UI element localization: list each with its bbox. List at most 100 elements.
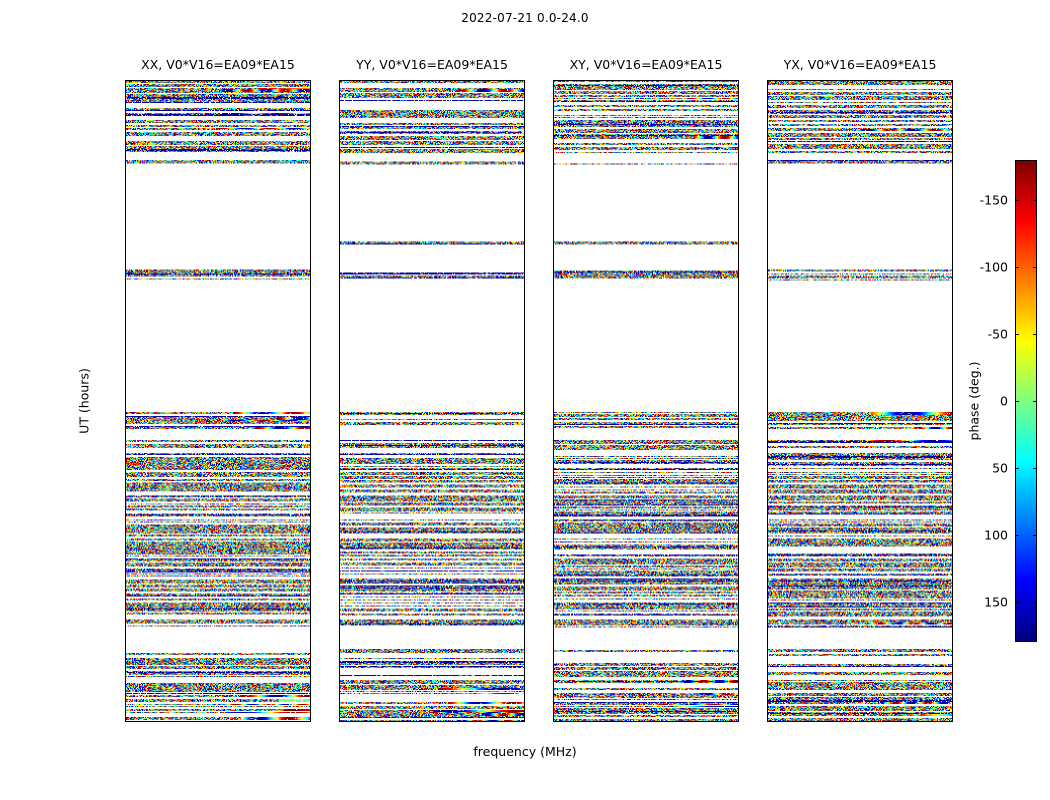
y-tick-mark-right bbox=[310, 588, 311, 589]
colorbar-tick-mark-right bbox=[1033, 534, 1037, 536]
x-tick-mark-top bbox=[945, 80, 946, 81]
x-tick-mark bbox=[776, 721, 777, 722]
panel-title-xx: XX, V0*V16=EA09*EA15 bbox=[141, 57, 295, 72]
heatmap-axes-yx[interactable]: 05101520320335350365380 bbox=[767, 80, 953, 722]
x-tick-mark bbox=[261, 721, 262, 722]
x-tick-mark bbox=[647, 721, 648, 722]
colorbar-tick-label: 0 bbox=[1000, 393, 1008, 409]
panel-yy[interactable]: YY, V0*V16=EA09*EA15 0510152032033535036… bbox=[339, 57, 525, 722]
x-tick-mark bbox=[819, 721, 820, 722]
colorbar-tick-mark bbox=[1015, 200, 1019, 202]
y-tick-mark bbox=[553, 588, 554, 589]
x-tick-mark bbox=[945, 721, 946, 722]
heatmap-image-yx bbox=[768, 81, 952, 721]
x-tick-mark-top bbox=[303, 80, 304, 81]
colorbar-tick-mark-right bbox=[1033, 601, 1037, 603]
y-tick-mark bbox=[767, 321, 768, 322]
x-tick-mark bbox=[517, 721, 518, 722]
heatmap-axes-yy[interactable]: 05101520320335350365380 bbox=[339, 80, 525, 722]
y-tick-mark bbox=[125, 454, 126, 455]
x-tick-mark-top bbox=[605, 80, 606, 81]
y-tick-mark-right bbox=[310, 321, 311, 322]
y-tick-mark bbox=[767, 721, 768, 722]
heatmap-image-xy bbox=[554, 81, 738, 721]
y-tick-mark bbox=[125, 721, 126, 722]
y-tick-mark bbox=[125, 588, 126, 589]
colorbar-gradient bbox=[1016, 161, 1036, 641]
y-tick-mark bbox=[553, 188, 554, 189]
panel-xx[interactable]: XX, V0*V16=EA09*EA15 0510152032033535036… bbox=[125, 57, 311, 722]
x-tick-mark bbox=[348, 721, 349, 722]
y-tick-mark-right bbox=[524, 721, 525, 722]
y-tick-mark bbox=[767, 454, 768, 455]
colorbar-tick-label: -100 bbox=[979, 259, 1008, 275]
heatmap-axes-xx[interactable]: 05101520320335350365380 bbox=[125, 80, 311, 722]
x-tick-mark-top bbox=[219, 80, 220, 81]
colorbar-tick-label: 150 bbox=[984, 594, 1008, 610]
x-tick-mark-top bbox=[391, 80, 392, 81]
y-tick-mark bbox=[125, 188, 126, 189]
x-tick-mark bbox=[903, 721, 904, 722]
y-tick-mark-right bbox=[952, 321, 953, 322]
x-axis-label: frequency (MHz) bbox=[473, 744, 577, 759]
y-tick-mark-right bbox=[952, 588, 953, 589]
y-tick-mark bbox=[339, 188, 340, 189]
y-tick-mark-right bbox=[524, 188, 525, 189]
y-tick-mark bbox=[767, 588, 768, 589]
y-tick-mark-right bbox=[738, 321, 739, 322]
x-tick-mark bbox=[177, 721, 178, 722]
colorbar-tick-mark bbox=[1015, 267, 1019, 269]
x-tick-mark bbox=[219, 721, 220, 722]
y-tick-mark bbox=[553, 321, 554, 322]
colorbar-tick-mark-right bbox=[1033, 200, 1037, 202]
x-tick-mark bbox=[861, 721, 862, 722]
panel-xy[interactable]: XY, V0*V16=EA09*EA15 0510152032033535036… bbox=[553, 57, 739, 722]
colorbar-tick-mark bbox=[1015, 601, 1019, 603]
y-axis-label: UT (hours) bbox=[76, 368, 92, 434]
colorbar-tick-label: -50 bbox=[987, 326, 1008, 342]
colorbar[interactable]: 150 100 50 0 -50 -100 -150 bbox=[980, 160, 1037, 642]
x-tick-mark-top bbox=[647, 80, 648, 81]
colorbar-label: phase (deg.) bbox=[966, 361, 982, 441]
x-tick-mark bbox=[391, 721, 392, 722]
x-tick-mark-top bbox=[348, 80, 349, 81]
x-tick-mark bbox=[475, 721, 476, 722]
colorbar-tick-label: 50 bbox=[992, 460, 1008, 476]
x-tick-mark-top bbox=[134, 80, 135, 81]
y-tick-mark-right bbox=[524, 321, 525, 322]
y-tick-mark-right bbox=[952, 188, 953, 189]
y-tick-mark bbox=[767, 188, 768, 189]
colorbar-tick-mark-right bbox=[1033, 267, 1037, 269]
y-tick-mark bbox=[339, 321, 340, 322]
x-tick-mark-top bbox=[261, 80, 262, 81]
heatmap-image-xx bbox=[126, 81, 310, 721]
panel-title-yy: YY, V0*V16=EA09*EA15 bbox=[356, 57, 508, 72]
x-tick-mark-top bbox=[861, 80, 862, 81]
x-tick-mark bbox=[605, 721, 606, 722]
x-tick-mark-top bbox=[731, 80, 732, 81]
colorbar-tick-mark-right bbox=[1033, 401, 1037, 402]
x-tick-mark-top bbox=[776, 80, 777, 81]
x-tick-mark bbox=[134, 721, 135, 722]
panel-title-yx: YX, V0*V16=EA09*EA15 bbox=[783, 57, 937, 72]
x-tick-mark-top bbox=[517, 80, 518, 81]
colorbar-tick-label: -150 bbox=[979, 192, 1008, 208]
x-tick-mark-top bbox=[562, 80, 563, 81]
heatmap-axes-xy[interactable]: 05101520320335350365380 bbox=[553, 80, 739, 722]
x-tick-mark-top bbox=[475, 80, 476, 81]
colorbar-tick-label: 100 bbox=[984, 527, 1008, 543]
colorbar-tick-mark bbox=[1015, 334, 1019, 336]
x-tick-mark bbox=[731, 721, 732, 722]
y-tick-mark bbox=[553, 721, 554, 722]
y-tick-mark-right bbox=[524, 454, 525, 455]
panel-yx[interactable]: YX, V0*V16=EA09*EA15 0510152032033535036… bbox=[767, 57, 953, 722]
y-tick-mark-right bbox=[310, 721, 311, 722]
y-tick-mark-right bbox=[738, 188, 739, 189]
x-tick-mark-top bbox=[819, 80, 820, 81]
y-tick-mark-right bbox=[952, 721, 953, 722]
panel-title-xy: XY, V0*V16=EA09*EA15 bbox=[569, 57, 723, 72]
x-tick-mark-top bbox=[903, 80, 904, 81]
y-tick-mark bbox=[339, 454, 340, 455]
colorbar-tick-mark bbox=[1015, 467, 1019, 469]
